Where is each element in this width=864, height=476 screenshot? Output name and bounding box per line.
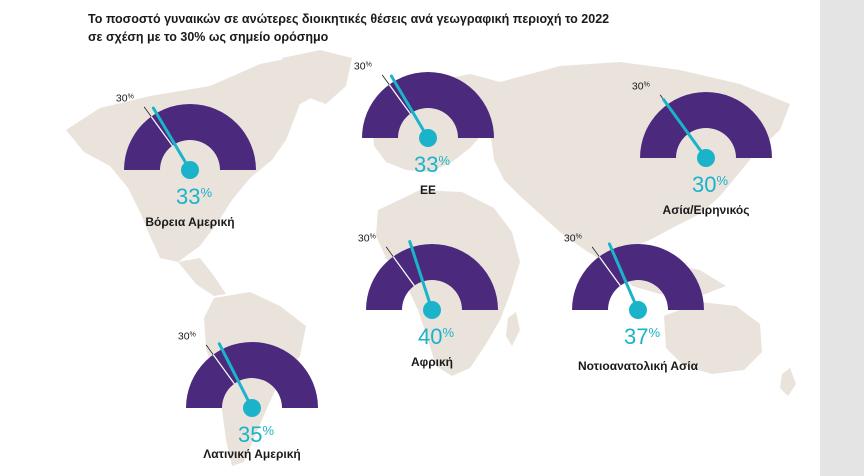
gauge-3-reference-label: 30% [632,81,650,93]
world-map-chart: 30% 33% Βόρεια Αμερική 30% 33% ΕΕ 30% 30% Ασία/Ε… [66,50,796,466]
gauge-4-region-label: Αφρική [411,355,453,369]
gauge-4-value-label: 40% [418,324,454,349]
central-america-landmass [178,258,226,296]
chart-page: Το ποσοστό γυναικών σε ανώτερες διοικητι… [0,0,820,476]
australia-landmass [664,302,762,374]
gauge-1-reference-label: 30% [116,93,134,105]
gauge-1-region-label: Βόρεια Αμερική [145,215,234,229]
gauge-3-value-label: 30% [692,172,728,197]
gauge-1-reference-tick [143,106,152,117]
gauge-6: 30% 35%Λατινική Αμερική [178,331,318,461]
gauge-5-arc [572,244,704,310]
gauge-3-needle-hub [697,149,715,167]
madagascar-landmass [506,312,520,346]
gauge-1: 30% 33% Βόρεια Αμερική [116,93,256,229]
gauge-6-reference-tick [205,344,214,355]
gauge-4-reference-label: 30% [358,233,376,245]
gauge-1-needle [151,106,192,172]
gauge-5-reference-label: 30% [564,233,582,245]
gauge-4: 30% 40% Αφρική [358,233,498,369]
gauge-3-region-label: Ασία/Ειρηνικός [663,203,750,217]
gauge-4-needle [408,240,434,312]
gauge-6-region-label: Λατινική Αμερική [203,447,300,461]
gauge-6-needle [217,342,254,410]
greenland-landmass [282,50,352,104]
chart-title-line-2: σε σχέση με το 30% ως σημείο ορόσημο [88,30,329,44]
gauge-2-needle-hub [419,129,437,147]
gauge-5-region-label: Νοτιοανατολική Ασία [578,359,699,373]
gauge-6-arc [186,342,318,408]
gauge-5-value-label: 37% [624,324,660,349]
gauge-5-needle [607,242,640,312]
gauge-4-needle-hub [423,301,441,319]
gauge-2: 30% 33% ΕΕ [354,61,494,197]
gauge-6-needle-hub [243,399,261,417]
chart-title-line-1: Το ποσοστό γυναικών σε ανώτερες διοικητι… [88,12,610,26]
south-america-landmass [204,292,306,466]
gauge-2-arc [362,72,494,138]
gauge-5-needle-hub [629,301,647,319]
gauge-2-region-label: ΕΕ [420,183,436,197]
gauge-2-reference-label: 30% [354,61,372,73]
new-zealand-landmass [780,368,796,396]
gauge-4-reference-tick [385,246,394,257]
gauge-6-value-label: 35% [238,422,274,447]
gauge-5: 30% 37% Νοτιοανατολική Ασία [564,233,704,373]
chart-title: Το ποσοστό γυναικών σε ανώτερες διοικητι… [88,10,788,46]
gauge-3-arc [640,92,772,158]
gauge-3: 30% 30% Ασία/Ειρηνικός [632,81,772,217]
gauge-6-reference-label: 30% [178,331,196,343]
gauge-2-reference-tick [381,74,390,85]
gauge-1-needle-hub [181,161,199,179]
gauge-1-value-label: 33% [176,184,212,209]
north-america-landmass [66,56,330,262]
gauge-group: 30% 33% Βόρεια Αμερική 30% 33% ΕΕ 30% 30% Ασία/Ε… [116,61,772,461]
gauge-2-needle [389,74,430,140]
gauge-1-arc [124,104,256,170]
gauge-3-needle [662,98,708,160]
gauge-4-arc [366,244,498,310]
gauge-2-value-label: 33% [414,152,450,177]
gauge-5-reference-tick [591,246,600,257]
